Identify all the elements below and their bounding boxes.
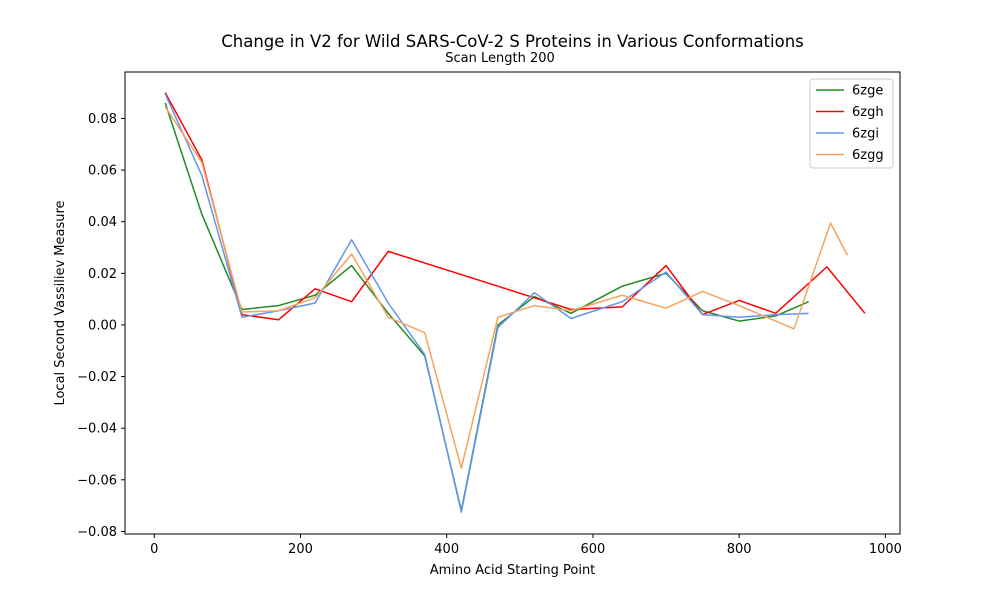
legend-label-6zgh: 6zgh — [852, 105, 884, 120]
legend: 6zge 6zgh 6zgi 6zgg — [809, 78, 894, 169]
y-tick-label: 0.06 — [88, 164, 117, 179]
y-tick-label: 0.00 — [88, 318, 117, 333]
x-axis-label: Amino Acid Starting Point — [430, 563, 596, 578]
legend-box — [809, 78, 894, 169]
y-tick-label: 0.04 — [88, 215, 117, 230]
series-line-6zge — [164, 102, 809, 512]
x-tick-label: 800 — [727, 542, 752, 557]
x-tick-label: 200 — [288, 542, 313, 557]
axis-ticks: 0 200 400 600 800 1000 −0.08 −0.06 −0.04 −0.02 0.0… — [77, 112, 902, 557]
series-line-6zgh — [164, 92, 866, 321]
x-tick-label: 0 — [150, 542, 158, 557]
y-axis-label: Local Second Vassiliev Measure — [53, 200, 68, 405]
legend-label-6zge: 6zge — [852, 84, 883, 99]
y-tick-label: −0.04 — [77, 422, 117, 437]
legend-label-6zgg: 6zgg — [852, 148, 884, 163]
y-tick-label: −0.02 — [77, 370, 117, 385]
plot-frame — [124, 71, 901, 535]
series-line-6zgi — [164, 93, 809, 513]
series-line-6zgg — [164, 106, 849, 469]
x-tick-label: 400 — [434, 542, 459, 557]
y-tick-label: −0.06 — [77, 473, 117, 488]
y-tick-label: 0.02 — [88, 267, 117, 282]
x-tick-label: 1000 — [869, 542, 902, 557]
plot-lines — [164, 92, 866, 513]
chart-subtitle: Scan Length 200 — [445, 51, 555, 66]
x-tick-label: 600 — [581, 542, 606, 557]
legend-label-6zgi: 6zgi — [852, 127, 879, 142]
y-tick-label: 0.08 — [88, 112, 117, 127]
chart-title: Change in V2 for Wild SARS-CoV-2 S Prote… — [221, 32, 804, 51]
y-tick-label: −0.08 — [77, 525, 117, 540]
